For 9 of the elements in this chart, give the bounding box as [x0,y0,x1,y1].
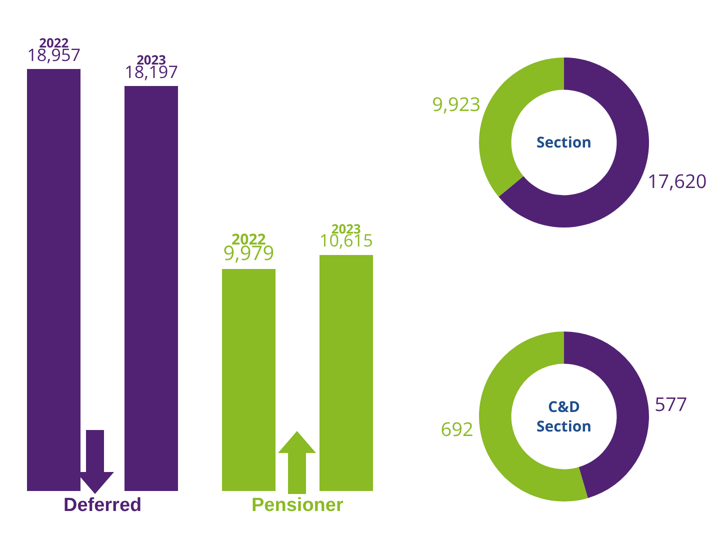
data-label: 17,620 [647,168,707,194]
donut-slice [498,58,649,228]
data-label: 577 [654,391,688,418]
data-label: 692 [440,416,474,442]
text: C&D Section [536,396,592,436]
x-tick-label: Pensioner [252,495,344,516]
text: Section [536,132,592,152]
data-label: 9,923 [432,91,481,118]
x-tick-label: Deferred [63,495,142,516]
